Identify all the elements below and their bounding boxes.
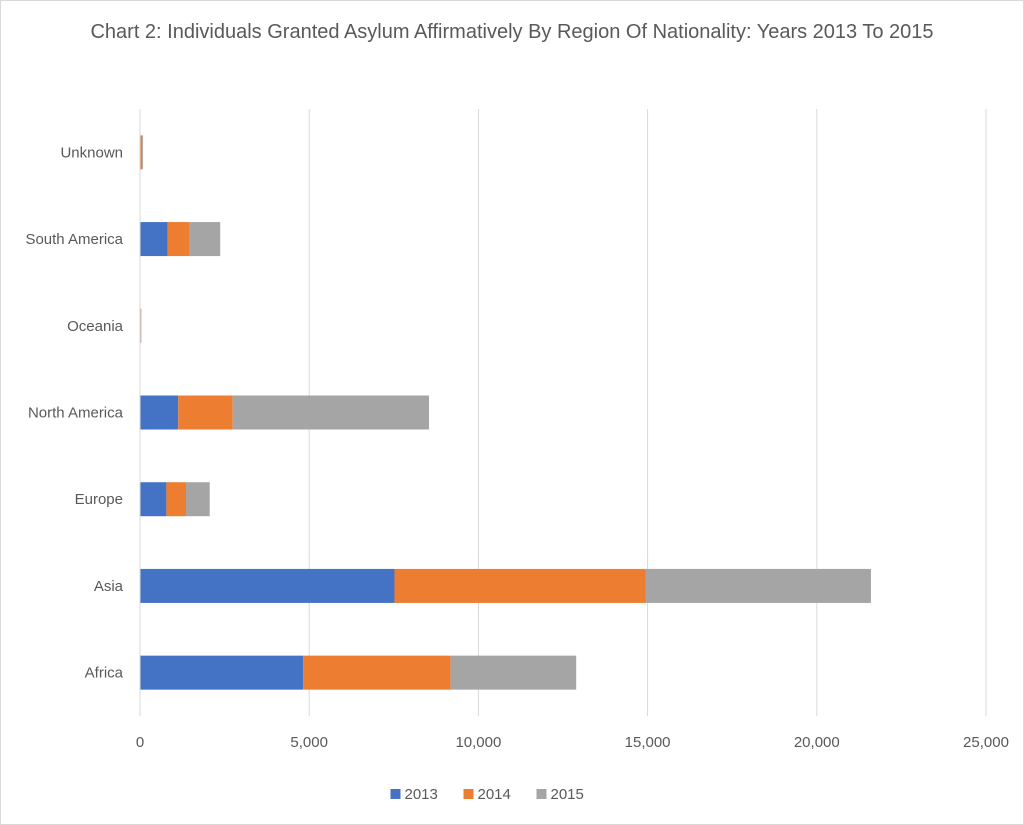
bar-unknown-2015 xyxy=(142,135,144,170)
x-tick-label: 5,000 xyxy=(290,734,328,751)
x-tick-label: 20,000 xyxy=(794,734,840,751)
legend-swatch-2015 xyxy=(536,789,547,799)
legend-label-2015: 2015 xyxy=(551,786,584,803)
y-tick-label: Oceania xyxy=(67,318,124,335)
x-tick-label: 10,000 xyxy=(455,734,501,751)
y-tick-label: Asia xyxy=(94,578,124,595)
bar-africa-2013 xyxy=(140,655,304,690)
bar-asia-2015 xyxy=(645,568,871,603)
bar-south-america-2014 xyxy=(167,222,190,257)
y-tick-label: Unknown xyxy=(60,144,123,161)
bar-north-america-2013 xyxy=(140,395,179,430)
x-tick-label: 0 xyxy=(136,734,144,751)
bar-africa-2015 xyxy=(450,655,577,690)
bar-oceania-2015 xyxy=(140,308,142,343)
bar-asia-2013 xyxy=(140,568,395,603)
bars xyxy=(140,135,871,690)
bar-north-america-2014 xyxy=(178,395,233,430)
bar-oceania-2014 xyxy=(140,308,141,343)
axes: 0 5,000 10,000 15,000 20,000 25,000 Africa Asia… xyxy=(25,109,1009,751)
legend-swatch-2013 xyxy=(390,789,401,799)
bar-south-america-2013 xyxy=(140,222,168,257)
bar-europe-2014 xyxy=(166,482,187,517)
x-tick-label: 25,000 xyxy=(963,734,1009,751)
bar-unknown-2014 xyxy=(140,135,143,170)
y-tick-label: South America xyxy=(25,231,123,248)
bar-north-america-2015 xyxy=(232,395,429,430)
chart-title: Chart 2: Individuals Granted Asylum Affi… xyxy=(90,21,934,43)
legend-label-2013: 2013 xyxy=(405,786,438,803)
bar-africa-2014 xyxy=(303,655,451,690)
bar-south-america-2015 xyxy=(189,222,221,257)
y-tick-label: North America xyxy=(28,405,124,422)
legend-label-2014: 2014 xyxy=(478,786,511,803)
bar-europe-2015 xyxy=(186,482,210,517)
bar-asia-2014 xyxy=(394,568,646,603)
bar-europe-2013 xyxy=(140,482,167,517)
legend: 2013 2014 2015 xyxy=(390,786,584,803)
y-tick-label: Europe xyxy=(75,491,123,508)
legend-swatch-2014 xyxy=(463,789,474,799)
y-tick-label: Africa xyxy=(85,665,124,682)
x-tick-label: 15,000 xyxy=(625,734,671,751)
